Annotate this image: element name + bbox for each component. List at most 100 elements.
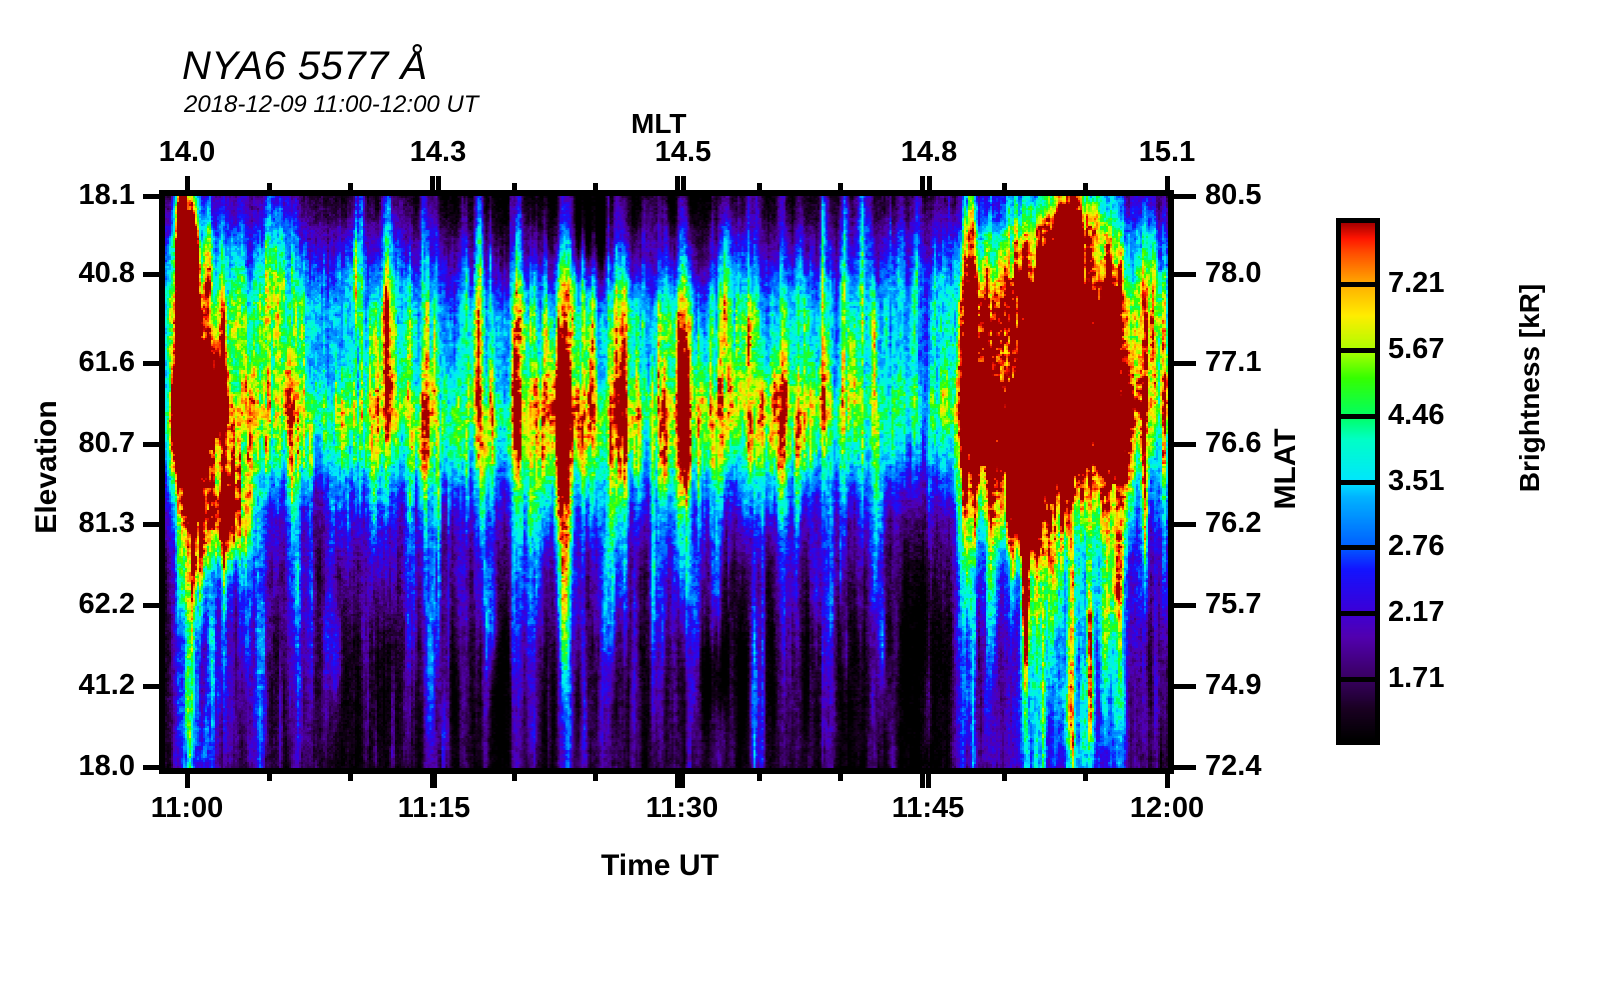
top-minor-tick xyxy=(838,183,843,196)
right-axis-title: MLAT xyxy=(1269,428,1302,510)
top-minor-tick xyxy=(675,176,680,196)
colorbar-tick-label: 3.51 xyxy=(1388,465,1445,497)
top-minor-tick xyxy=(920,176,925,196)
bottom-tick-label: 12:00 xyxy=(1129,792,1205,824)
plot-title: NYA6 5577 Å xyxy=(182,44,428,88)
right-axis-line xyxy=(1168,190,1174,774)
colorbar-tick-label: 7.21 xyxy=(1388,267,1445,299)
bottom-minor-tick xyxy=(348,768,353,781)
colorbar-divider xyxy=(1336,677,1380,682)
colorbar xyxy=(1336,218,1380,745)
bottom-tick-label: 11:45 xyxy=(891,792,965,824)
bottom-minor-tick xyxy=(593,768,598,781)
left-tick-label: 41.2 xyxy=(78,669,135,701)
top-tick xyxy=(436,176,441,196)
left-tick xyxy=(143,765,165,770)
top-minor-tick xyxy=(593,183,598,196)
left-tick xyxy=(143,272,165,277)
right-tick xyxy=(1174,522,1196,527)
left-tick xyxy=(143,442,165,447)
colorbar-divider xyxy=(1336,611,1380,616)
top-minor-tick xyxy=(1083,183,1088,196)
top-tick-label: 14.5 xyxy=(654,136,712,168)
plot-subtitle: 2018-12-09 11:00-12:00 UT xyxy=(184,91,479,118)
colorbar-divider xyxy=(1336,545,1380,550)
top-axis-line xyxy=(159,190,1174,196)
bottom-minor-tick xyxy=(675,768,680,788)
bottom-tick xyxy=(680,768,685,788)
colorbar-divider xyxy=(1336,414,1380,419)
colorbar-tick-label: 2.17 xyxy=(1388,596,1445,628)
right-tick xyxy=(1174,194,1196,199)
left-tick xyxy=(143,361,165,366)
right-tick-label: 76.2 xyxy=(1205,507,1262,539)
top-minor-tick xyxy=(348,183,353,196)
bottom-tick-label: 11:30 xyxy=(645,792,719,824)
left-tick xyxy=(143,522,165,527)
left-axis-title: Elevation xyxy=(30,400,63,534)
left-tick-label: 80.7 xyxy=(78,427,135,459)
left-tick-label: 62.2 xyxy=(78,588,135,620)
bottom-tick xyxy=(926,768,931,788)
colorbar-divider xyxy=(1336,348,1380,353)
left-tick-label: 40.8 xyxy=(78,257,135,289)
top-minor-tick xyxy=(512,183,517,196)
bottom-axis-title: Time UT xyxy=(601,849,719,882)
bottom-axis-line xyxy=(159,768,1174,774)
bottom-minor-tick xyxy=(512,768,517,781)
bottom-minor-tick xyxy=(1083,768,1088,781)
colorbar-tick-label: 1.71 xyxy=(1388,662,1445,694)
left-tick xyxy=(143,603,165,608)
keogram-plot-area: 18.1 40.8 61.6 80.7 81.3 62.2 41.2 18.0 80.5 78.… xyxy=(79,138,1262,823)
keogram-image xyxy=(165,196,1168,768)
right-tick xyxy=(1174,765,1196,770)
colorbar-tick-label: 4.46 xyxy=(1388,399,1445,431)
right-tick xyxy=(1174,442,1196,447)
colorbar-tick-label: 5.67 xyxy=(1388,333,1445,365)
top-tick xyxy=(185,176,190,196)
right-tick-label: 76.6 xyxy=(1205,427,1262,459)
left-tick-label: 18.1 xyxy=(78,179,135,211)
top-tick-label: 14.0 xyxy=(158,136,216,168)
top-tick-label: 14.3 xyxy=(409,136,467,168)
right-tick-label: 74.9 xyxy=(1205,669,1262,701)
right-tick-label: 78.0 xyxy=(1205,257,1262,289)
right-tick xyxy=(1174,361,1196,366)
right-tick xyxy=(1174,684,1196,689)
top-tick xyxy=(681,176,686,196)
left-tick-label: 61.6 xyxy=(78,346,135,378)
top-tick-label: 14.8 xyxy=(900,136,958,168)
left-tick-label: 18.0 xyxy=(78,750,135,782)
right-tick-label: 72.4 xyxy=(1205,750,1262,782)
right-tick-label: 80.5 xyxy=(1205,179,1262,211)
top-tick xyxy=(927,176,932,196)
right-tick-label: 77.1 xyxy=(1205,346,1262,378)
right-tick xyxy=(1174,272,1196,277)
bottom-tick xyxy=(1165,768,1170,788)
top-minor-tick xyxy=(267,183,272,196)
bottom-tick-label: 11:00 xyxy=(150,792,224,824)
top-minor-tick xyxy=(430,176,435,196)
top-minor-tick xyxy=(1002,183,1007,196)
bottom-tick xyxy=(185,768,190,788)
colorbar-divider xyxy=(1336,282,1380,287)
left-tick xyxy=(143,194,165,199)
colorbar-tick-label: 2.76 xyxy=(1388,530,1445,562)
top-axis-title: MLT xyxy=(631,108,687,139)
top-minor-tick xyxy=(757,183,762,196)
colorbar-divider xyxy=(1336,480,1380,485)
bottom-minor-tick xyxy=(838,768,843,781)
bottom-minor-tick xyxy=(920,768,925,788)
bottom-minor-tick xyxy=(1002,768,1007,781)
left-tick-label: 81.3 xyxy=(78,507,135,539)
right-tick xyxy=(1174,603,1196,608)
left-axis-line xyxy=(159,190,165,774)
right-tick-label: 75.7 xyxy=(1205,588,1262,620)
colorbar-labels: 7.21 5.67 4.46 3.51 2.76 2.17 1.71 xyxy=(1336,218,1600,745)
top-tick-label: 15.1 xyxy=(1138,136,1196,168)
bottom-minor-tick xyxy=(267,768,272,781)
bottom-tick xyxy=(432,768,437,788)
left-tick xyxy=(143,684,165,689)
bottom-tick-label: 11:15 xyxy=(397,792,471,824)
top-tick xyxy=(1165,176,1170,196)
